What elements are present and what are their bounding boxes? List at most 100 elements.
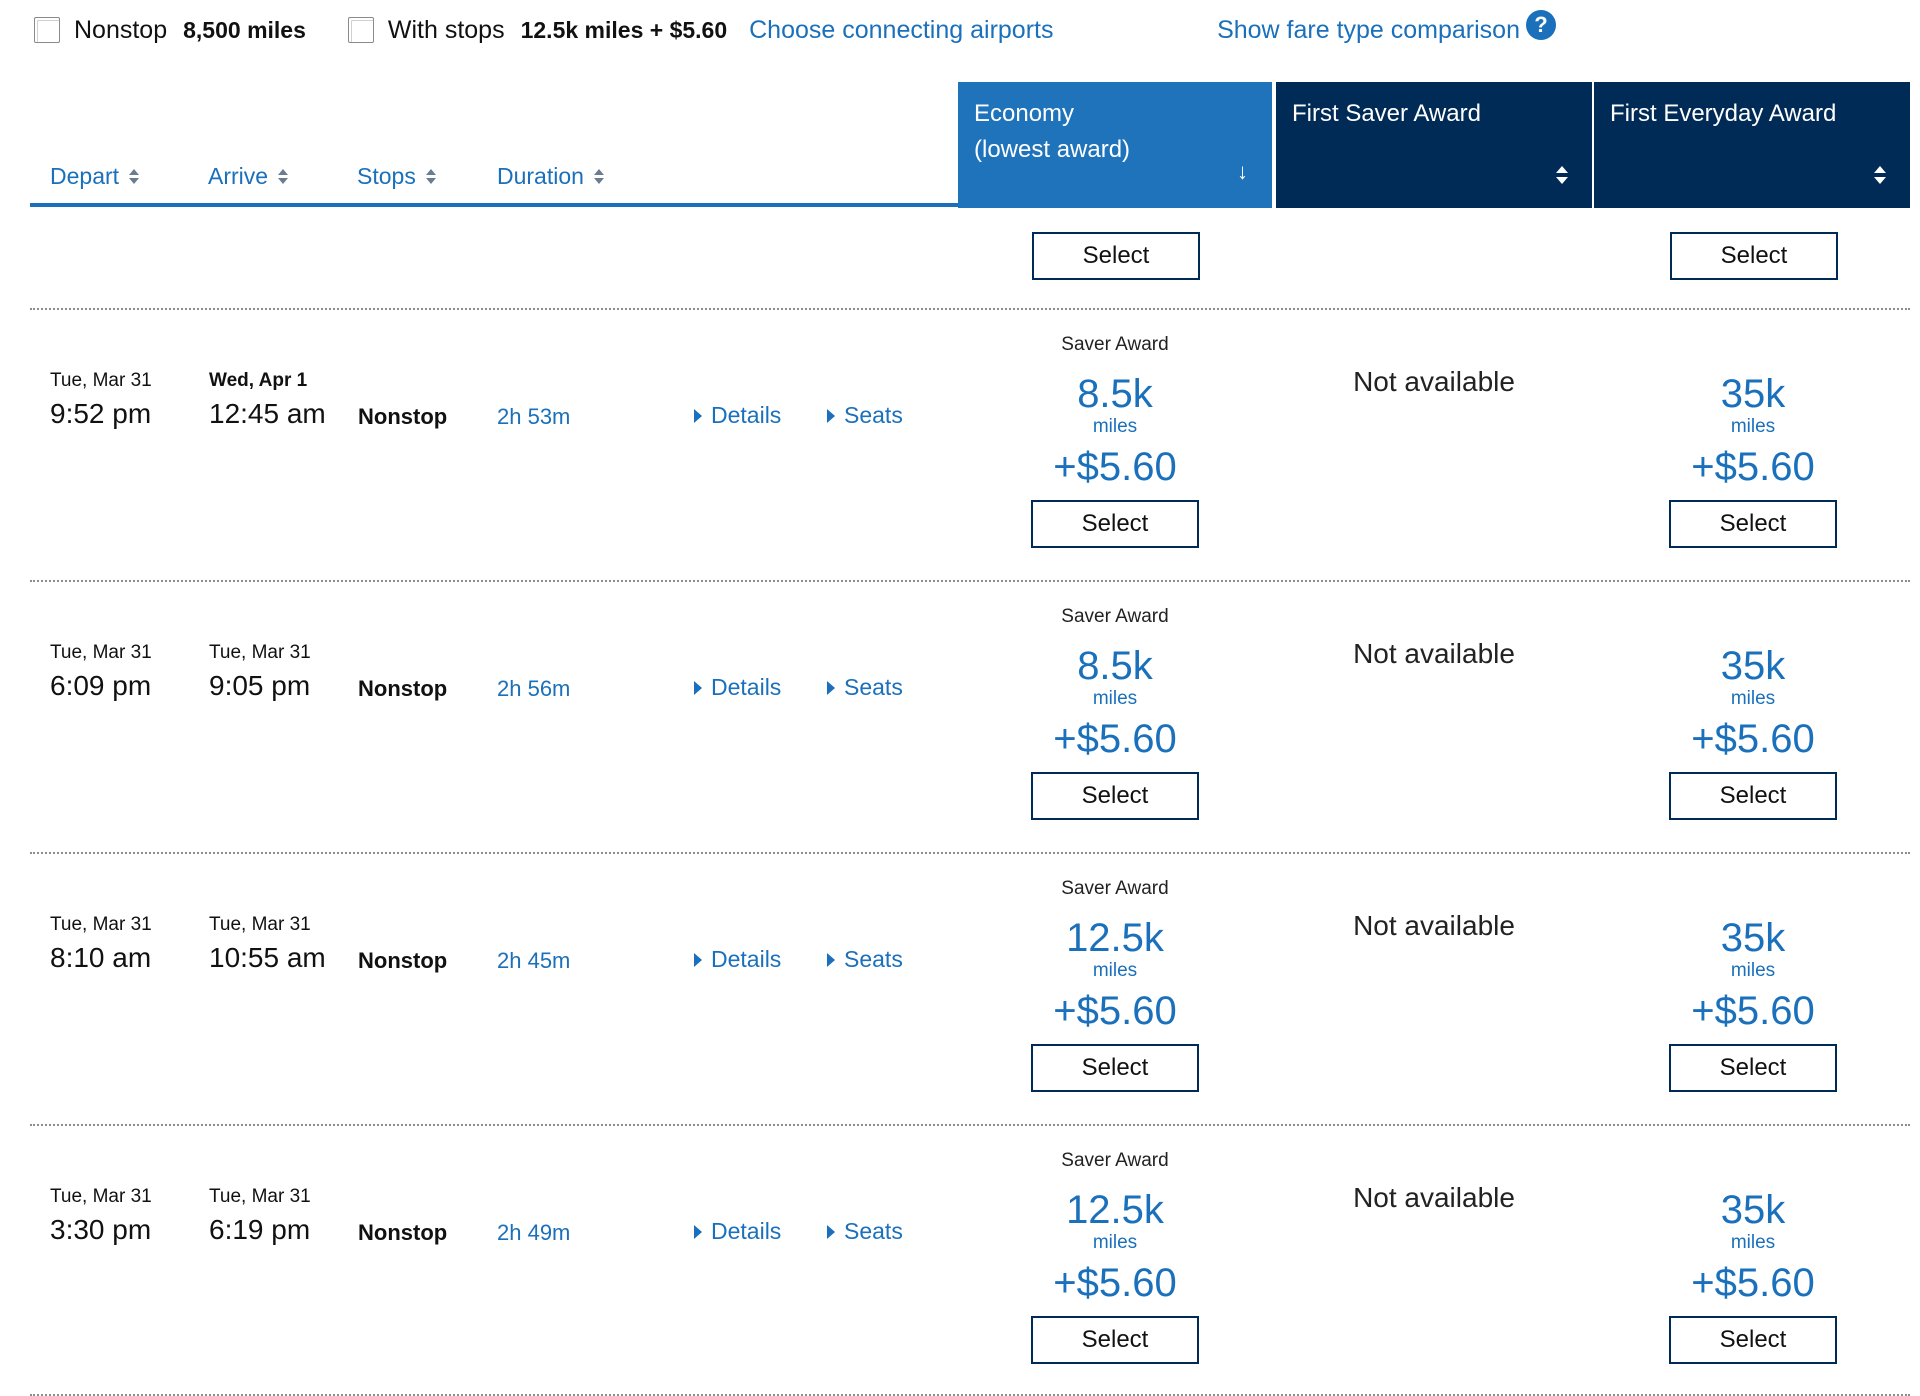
select-first-everyday-button[interactable]: Select [1669,1316,1837,1364]
duration-value[interactable]: 2h 53m [497,404,571,429]
arrive-time: 12:45 am [209,398,326,429]
economy-fare-cell: Saver Award 12.5k miles +$5.60 Select [958,1146,1272,1364]
details-link[interactable]: Details [694,946,781,973]
sort-icon [1556,166,1568,184]
miles-value: 35k [1720,916,1786,960]
arrive-time: 6:19 pm [209,1214,311,1245]
fare-type-label: Saver Award [1061,1150,1169,1171]
first-everyday-column-header[interactable]: First Everyday Award [1594,82,1910,208]
seats-label: Seats [844,1218,903,1244]
stops-value: Nonstop [358,404,448,429]
select-economy-button[interactable]: Select [1031,500,1199,548]
miles-value: 12.5k [1066,916,1164,960]
sort-duration[interactable]: Duration [497,163,604,190]
duration-value[interactable]: 2h 49m [497,1220,571,1245]
first-saver-header-title: First Saver Award [1292,100,1481,127]
depart-time: 9:52 pm [50,398,152,429]
select-economy-button[interactable]: Select [1031,1044,1199,1092]
sort-down-arrow-icon: ↓ [1237,159,1248,184]
row-divider [30,580,1910,582]
first-everyday-header-title: First Everyday Award [1610,100,1837,127]
depart-time: 3:30 pm [50,1214,152,1245]
economy-column-header[interactable]: Economy (lowest award) ↓ [958,82,1272,208]
seats-label: Seats [844,946,903,972]
select-economy-button[interactable]: Select [1031,1316,1199,1364]
stops-value: Nonstop [358,948,448,973]
details-label: Details [711,402,782,428]
economy-fare-cell: Saver Award 12.5k miles +$5.60 Select [958,874,1272,1092]
sort-depart[interactable]: Depart [50,163,140,190]
help-icon[interactable]: ? [1526,10,1556,40]
nonstop-checkbox[interactable] [34,17,60,43]
fee-value: +$5.60 [1691,445,1815,489]
fare-type-comparison-label: Show fare type comparison [1217,15,1520,44]
depart-date: Tue, Mar 31 [50,642,152,663]
choose-connecting-airports-link[interactable]: Choose connecting airports [749,15,1054,44]
depart-time: 8:10 am [50,942,152,973]
sort-stops[interactable]: Stops [357,163,436,190]
seats-link[interactable]: Seats [827,402,903,429]
arrive-date: Tue, Mar 31 [209,642,311,663]
details-label: Details [711,1218,782,1244]
sort-icon [425,169,436,184]
caret-right-icon [827,1224,835,1239]
caret-right-icon [694,680,702,695]
details-link[interactable]: Details [694,1218,781,1245]
details-link[interactable]: Details [694,674,781,701]
caret-right-icon [694,952,702,967]
stops-value: Nonstop [358,676,448,701]
fee-value: +$5.60 [1053,717,1177,761]
select-first-everyday-button[interactable]: Select [1669,1044,1837,1092]
sort-icon [278,169,289,184]
details-label: Details [711,946,782,972]
seats-link[interactable]: Seats [827,946,903,973]
fare-type-comparison-link[interactable]: Show fare type comparison ? [1217,10,1556,50]
arrive-time: 9:05 pm [209,670,311,701]
economy-fare-cell: Saver Award 8.5k miles +$5.60 Select [958,602,1272,820]
first-everyday-fare-cell: 35k miles +$5.60 Select [1596,874,1910,1092]
sort-arrive[interactable]: Arrive [208,163,289,190]
fee-value: +$5.60 [1053,1261,1177,1305]
miles-unit: miles [1730,1232,1776,1253]
flight-row: Tue, Mar 31 8:10 am Tue, Mar 31 10:55 am… [0,854,1920,1124]
fee-value: +$5.60 [1691,989,1815,1033]
row-divider [30,1124,1910,1126]
stops-header-label: Stops [357,163,416,189]
sort-icon [129,169,140,184]
select-first-everyday-button[interactable]: Select [1669,772,1837,820]
economy-header-title: Economy [974,100,1075,127]
first-saver-not-available: Not available [1353,638,1515,669]
miles-unit: miles [1092,1232,1138,1253]
fare-type-label: Saver Award [1061,878,1169,899]
miles-value: 12.5k [1066,1188,1164,1232]
select-first-everyday-button[interactable]: Select [1670,232,1838,280]
details-link[interactable]: Details [694,402,781,429]
caret-right-icon [827,952,835,967]
duration-value[interactable]: 2h 45m [497,948,571,973]
miles-value: 8.5k [1077,644,1153,688]
row-divider [30,852,1910,854]
miles-unit: miles [1730,960,1776,981]
select-first-everyday-button[interactable]: Select [1669,500,1837,548]
fare-type-label: Saver Award [1061,606,1169,627]
fare-type-label: Saver Award [1061,334,1169,355]
with-stops-checkbox[interactable] [347,17,374,43]
arrive-header-label: Arrive [208,163,269,189]
select-economy-button[interactable]: Select [1032,232,1200,280]
duration-header-label: Duration [497,163,584,189]
row-divider [30,308,1910,310]
fee-value: +$5.60 [1053,445,1177,489]
duration-value[interactable]: 2h 56m [497,676,571,701]
fee-value: +$5.60 [1053,989,1177,1033]
fee-value: +$5.60 [1691,717,1815,761]
arrive-date: Tue, Mar 31 [209,1186,311,1207]
header-underline [30,203,958,207]
miles-value: 35k [1720,1188,1786,1232]
select-economy-button[interactable]: Select [1031,772,1199,820]
first-saver-column-header[interactable]: First Saver Award [1276,82,1592,208]
seats-link[interactable]: Seats [827,1218,903,1245]
stops-value: Nonstop [358,1220,448,1245]
miles-unit: miles [1092,416,1138,437]
economy-fare-cell: Saver Award 8.5k miles +$5.60 Select [958,330,1272,548]
seats-link[interactable]: Seats [827,674,903,701]
